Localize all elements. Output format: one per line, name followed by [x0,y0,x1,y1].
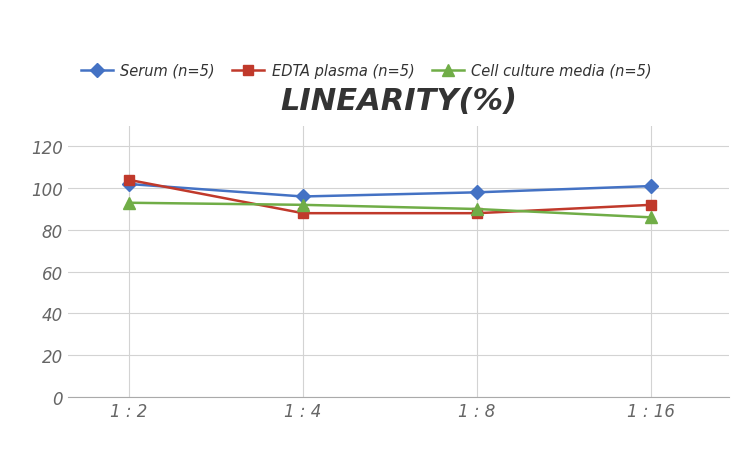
EDTA plasma (n=5) [647,202,656,208]
Line: Cell culture media (n=5): Cell culture media (n=5) [123,198,656,223]
Serum (n=5) [124,182,133,187]
Cell culture media (n=5) [647,215,656,221]
Line: Serum (n=5): Serum (n=5) [124,179,656,202]
EDTA plasma (n=5) [124,178,133,183]
Cell culture media (n=5) [124,201,133,206]
Serum (n=5) [472,190,481,196]
Cell culture media (n=5) [472,207,481,212]
Title: LINEARITY(%): LINEARITY(%) [280,87,517,115]
Cell culture media (n=5) [299,202,308,208]
EDTA plasma (n=5) [299,211,308,216]
Serum (n=5) [647,184,656,189]
Line: EDTA plasma (n=5): EDTA plasma (n=5) [124,175,656,219]
EDTA plasma (n=5) [472,211,481,216]
Legend: Serum (n=5), EDTA plasma (n=5), Cell culture media (n=5): Serum (n=5), EDTA plasma (n=5), Cell cul… [75,58,658,84]
Serum (n=5) [299,194,308,200]
